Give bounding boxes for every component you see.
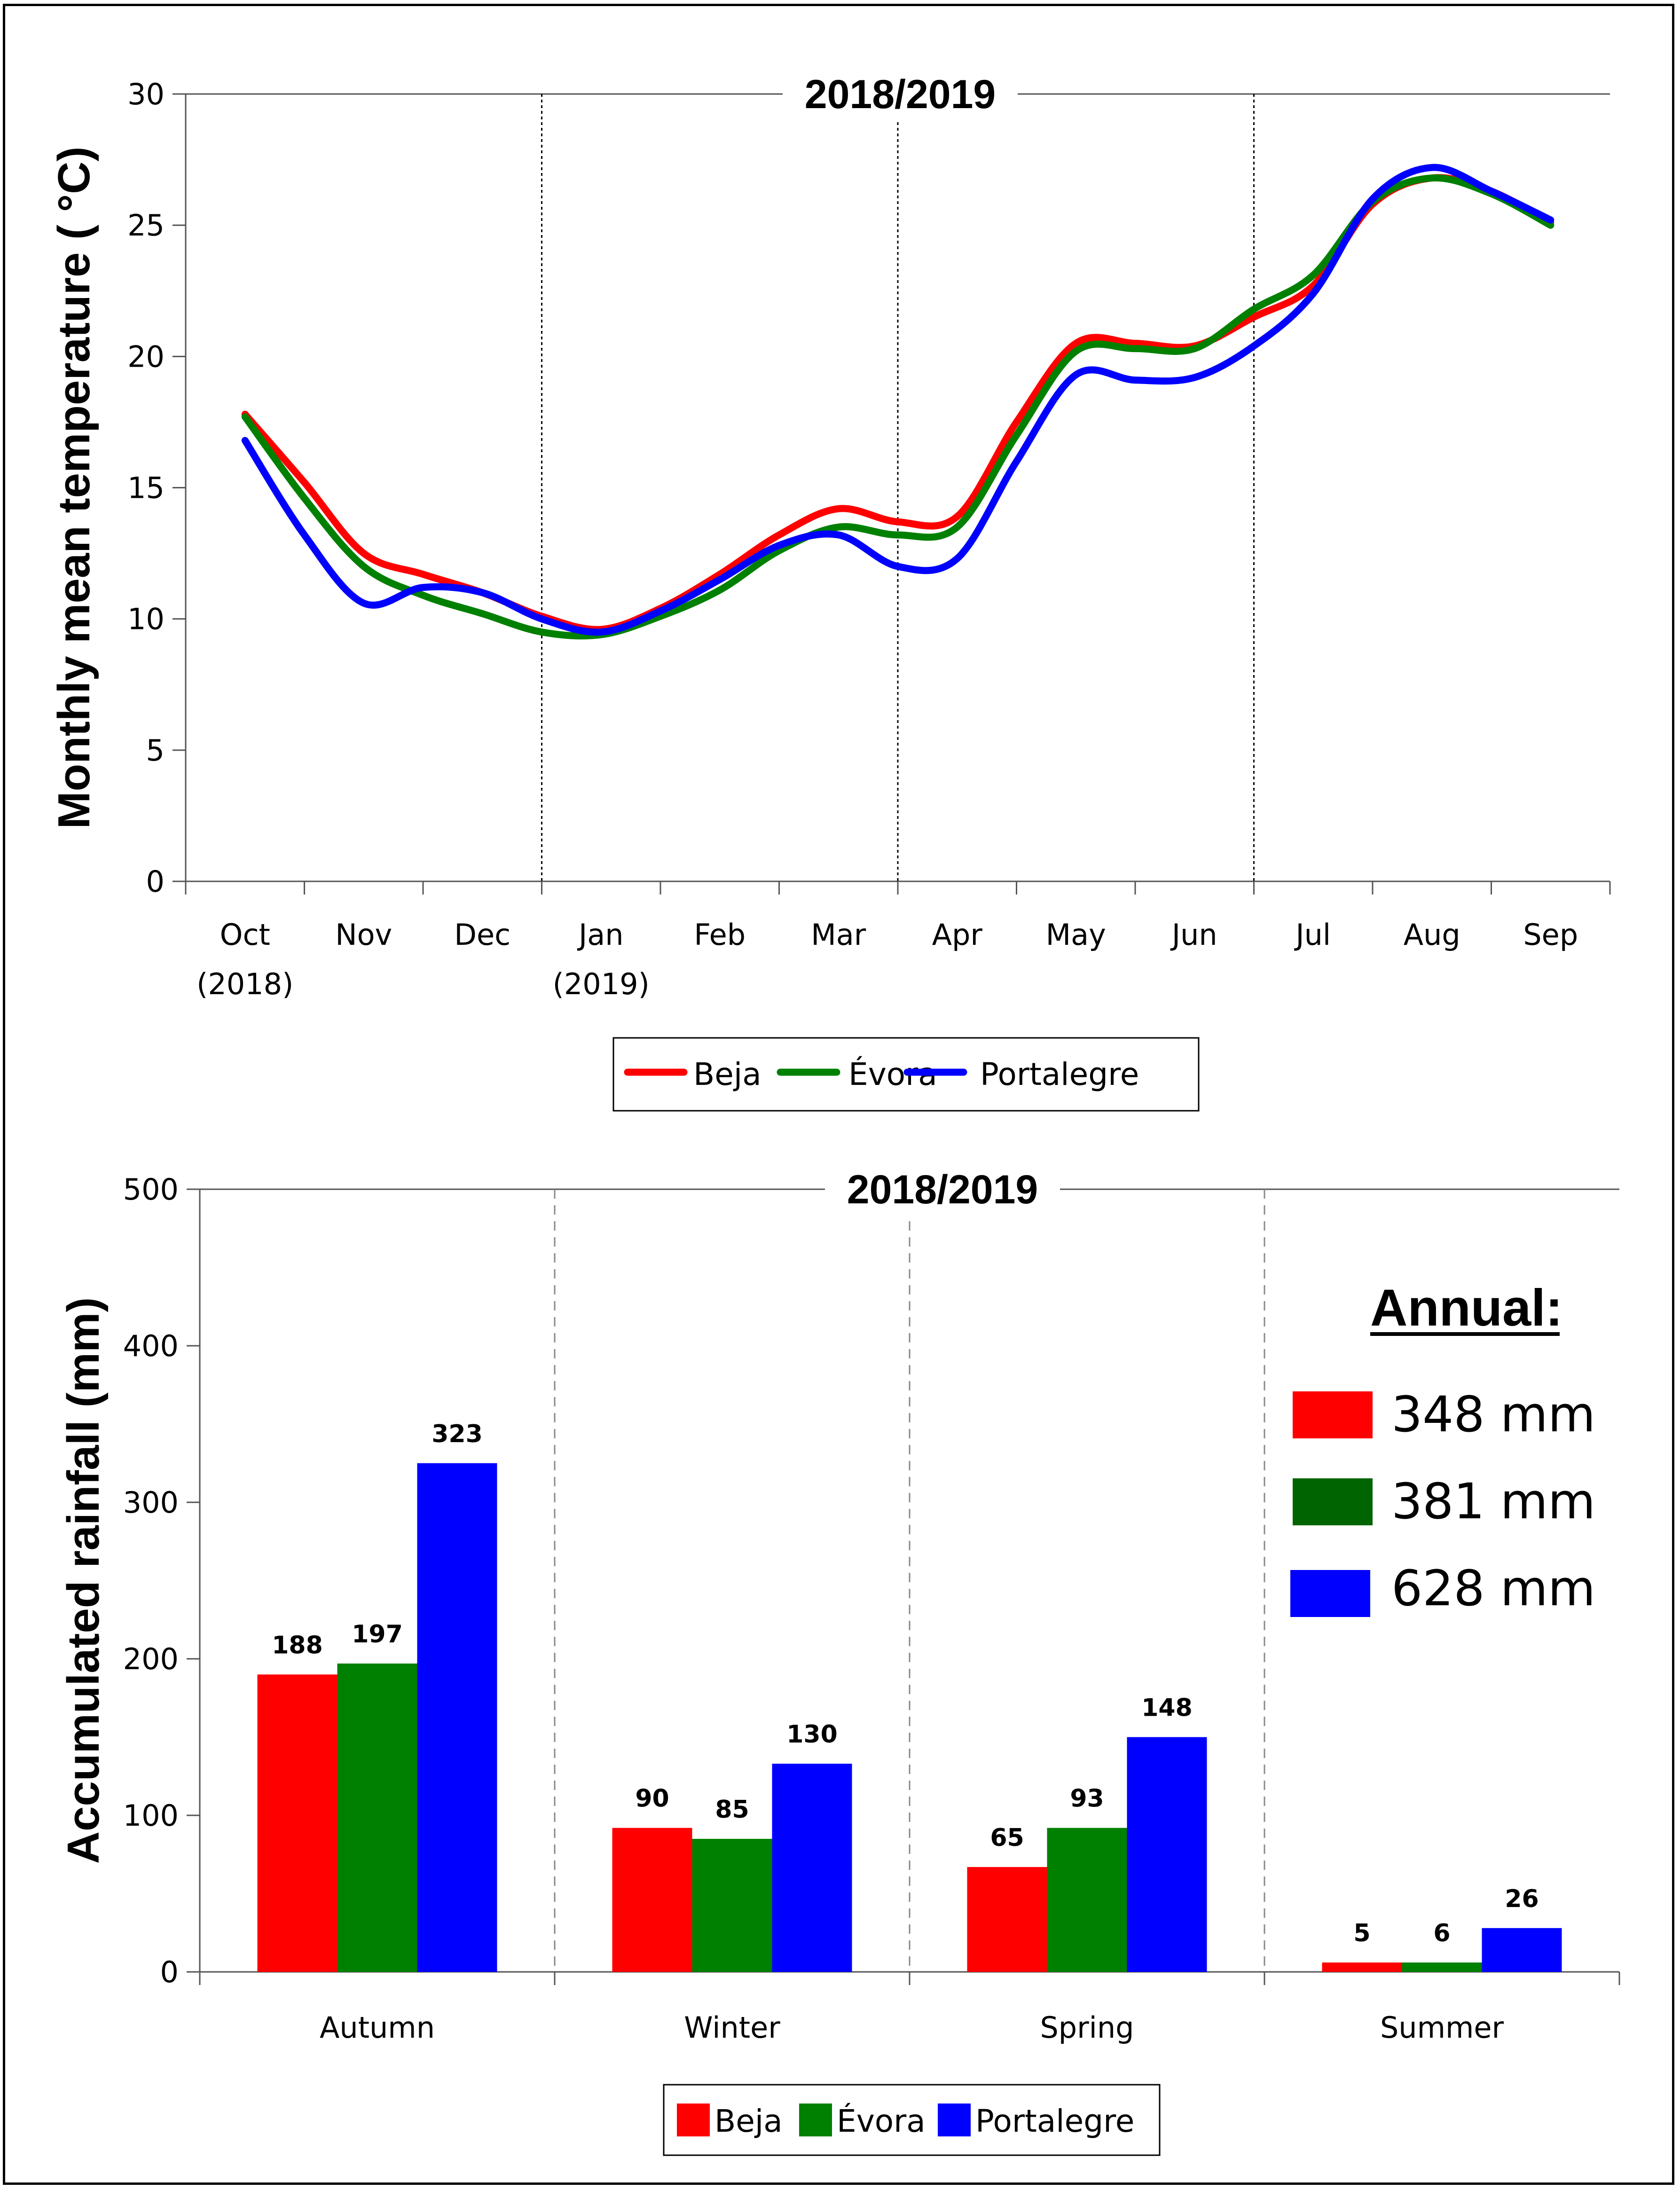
rain-x-tick-label: Spring: [1040, 2010, 1134, 2045]
rain-legend-swatch-beja: [677, 2104, 710, 2136]
temp-y-axis-label: Monthly mean temperature ( °C): [49, 147, 99, 829]
rain-bar-evora: [1047, 1828, 1127, 1972]
temp-x-tick-label: May: [1046, 918, 1106, 952]
annual-swatch-portalegre: [1290, 1570, 1370, 1617]
rain-bar-value-label-evora: 6: [1433, 1919, 1450, 1947]
rain-bar-value-label-evora: 197: [352, 1620, 403, 1648]
rain-bar-value-label-portalegre: 323: [432, 1420, 483, 1448]
rain-chart-title: 2018/2019: [847, 1167, 1038, 1212]
temp-y-tick-label: 0: [146, 864, 165, 899]
rain-y-axis-label: Accumulated rainfall (mm): [58, 1297, 109, 1864]
rain-x-tick-label: Summer: [1380, 2010, 1504, 2045]
temp-x-tick-label: Apr: [932, 918, 983, 952]
rain-y-tick-label: 100: [123, 1798, 179, 1833]
rain-x-tick-label: Autumn: [320, 2010, 435, 2045]
rain-legend-label-portalegre: Portalegre: [975, 2103, 1134, 2139]
rain-bar-beja: [967, 1867, 1047, 1972]
rain-legend-swatch-portalegre: [938, 2104, 971, 2136]
rain-bar-value-label-evora: 85: [715, 1796, 749, 1824]
annual-value-beja: 348 mm: [1391, 1386, 1595, 1443]
annual-swatch-evora_dark: [1293, 1478, 1373, 1525]
temp-legend-label-portalegre: Portalegre: [980, 1056, 1139, 1092]
temp-x-tick-label: Nov: [335, 918, 392, 952]
temp-x-tick-label: Jan: [577, 918, 624, 952]
rain-y-tick-label: 300: [123, 1485, 179, 1520]
rain-bar-value-label-portalegre: 130: [786, 1720, 838, 1749]
rain-y-tick-label: 400: [123, 1329, 179, 1363]
temp-x-tick-label: Aug: [1404, 918, 1460, 952]
rain-legend-label-evora: Évora: [837, 2103, 926, 2139]
figure-frame: [3, 4, 1674, 2185]
temp-x-tick-label: Jul: [1294, 918, 1331, 952]
temp-series-line-evora: [241, 174, 1554, 640]
temp-series-line-beja: [241, 174, 1554, 633]
temp-y-tick-label: 15: [127, 471, 165, 505]
temp-legend-label-beja: Beja: [693, 1056, 761, 1092]
temp-x-tick-label: Dec: [454, 918, 510, 952]
rain-bar-value-label-beja: 5: [1353, 1919, 1370, 1947]
rain-bar-evora: [692, 1838, 772, 1972]
temp-y-tick-label: 10: [127, 602, 165, 636]
rain-y-tick-label: 500: [123, 1172, 179, 1207]
temp-y-tick-label: 5: [146, 733, 165, 768]
rain-bar-evora: [337, 1663, 417, 1972]
rain-x-tick-label: Winter: [684, 2010, 780, 2045]
rain-bar-portalegre: [772, 1764, 852, 1972]
rain-bar-portalegre: [1127, 1737, 1207, 1972]
rain-bar-beja: [612, 1828, 692, 1972]
rain-bar-portalegre: [1482, 1928, 1562, 1972]
temp-y-tick-label: 20: [127, 339, 165, 374]
annual-value-evora_dark: 381 mm: [1391, 1473, 1595, 1530]
rain-bar-portalegre: [417, 1463, 497, 1972]
temp-title-bg: [783, 68, 1018, 120]
temp-x-tick-label: Sep: [1523, 918, 1578, 952]
temp-chart-title: 2018/2019: [805, 72, 996, 117]
rain-bar-value-label-evora: 93: [1070, 1785, 1104, 1813]
rainfall-chart: 0 100 200 300 400 500 Autumn 188 197 323 Winter 90 8…: [58, 1163, 1620, 2156]
temp-y-tick-label: 30: [127, 77, 165, 111]
temp-x-year-label: (2019): [553, 967, 650, 1001]
temp-x-tick-label: Mar: [811, 918, 866, 952]
rain-y-tick-label: 0: [160, 1955, 179, 1989]
temp-series-line-portalegre: [241, 164, 1554, 636]
rain-bar-beja: [1322, 1962, 1402, 1972]
temp-x-year-label: (2018): [196, 967, 293, 1001]
rain-legend-swatch-evora: [799, 2104, 832, 2136]
annual-title: Annual:: [1370, 1279, 1562, 1337]
rain-bar-value-label-beja: 90: [635, 1785, 669, 1813]
rain-y-tick-label: 200: [123, 1642, 179, 1676]
rain-bar-evora: [1402, 1962, 1482, 1972]
temp-x-tick-label: Oct: [220, 918, 270, 952]
rain-bar-value-label-beja: 188: [272, 1631, 323, 1659]
rain-legend-label-beja: Beja: [714, 2103, 783, 2139]
temp-y-tick-label: 25: [127, 208, 165, 243]
rain-bar-beja: [257, 1674, 338, 1972]
rain-bar-value-label-portalegre: 148: [1141, 1694, 1193, 1722]
rain-title-bg: [825, 1163, 1060, 1215]
rain-bar-value-label-portalegre: 26: [1505, 1885, 1539, 1913]
rain-legend: [663, 2084, 1161, 2156]
rain-bar-value-label-beja: 65: [990, 1824, 1024, 1852]
temp-x-tick-label: Jun: [1170, 918, 1217, 952]
temperature-chart: 0 5 10 15 20 25 30 Oct (2018) Nov Dec Jan (2019) Feb M…: [49, 68, 1611, 1112]
temp-x-tick-label: Feb: [694, 918, 746, 952]
annual-swatch-beja: [1293, 1391, 1373, 1438]
annual-value-portalegre: 628 mm: [1391, 1560, 1595, 1617]
